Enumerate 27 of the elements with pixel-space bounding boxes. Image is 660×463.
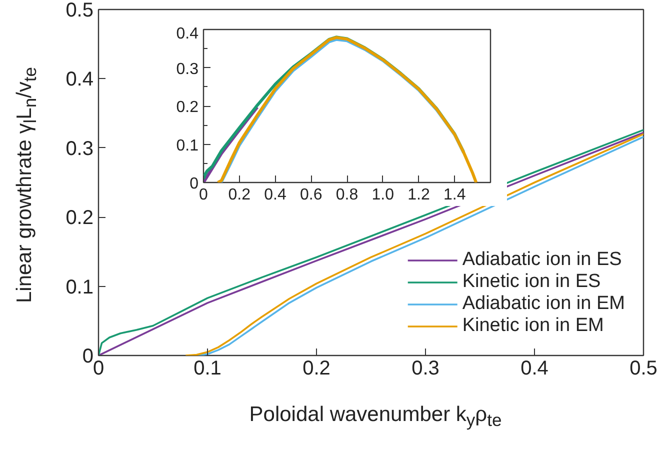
y-tick-label: 0.2 bbox=[66, 207, 94, 230]
x-tick-label: 1.4 bbox=[444, 186, 466, 204]
y-tick-label: 0.1 bbox=[176, 137, 199, 154]
legend-label: Kinetic ion in ES bbox=[462, 271, 601, 293]
y-tick-label: 0.3 bbox=[66, 138, 94, 160]
legend-label: Adiabatic ion in EM bbox=[462, 293, 625, 315]
x-tick-label: 1.2 bbox=[408, 186, 430, 204]
y-tick-label: 0.2 bbox=[176, 99, 199, 116]
x-tick-label: 1.0 bbox=[372, 186, 394, 204]
x-tick-label: 0.6 bbox=[300, 186, 322, 204]
y-tick-label: 0.5 bbox=[66, 0, 94, 22]
y-tick-label: 0.4 bbox=[176, 26, 199, 42]
x-tick-label: 0.2 bbox=[228, 186, 251, 204]
y-tick-label: 0.1 bbox=[66, 276, 94, 298]
x-tick-label: 0.4 bbox=[520, 358, 548, 380]
y-tick-label: 0.3 bbox=[176, 60, 199, 78]
y-tick-label: 0.4 bbox=[66, 68, 94, 91]
x-tick-label: 0.8 bbox=[336, 186, 358, 204]
x-tick-label: 0.2 bbox=[302, 358, 330, 380]
x-tick-label: 0.3 bbox=[412, 358, 440, 380]
legend-label: Kinetic ion in EM bbox=[462, 315, 604, 337]
x-tick-label: 0.1 bbox=[194, 358, 222, 380]
x-tick-label: 0.4 bbox=[264, 186, 286, 204]
y-tick-label: 0 bbox=[190, 176, 199, 192]
x-axis-title: Poloidal wavenumber k$_{y}$ρ$_{te}$ bbox=[249, 402, 502, 432]
legend-label: Adiabatic ion in ES bbox=[462, 249, 622, 271]
x-tick-label: 0.5 bbox=[630, 358, 658, 380]
